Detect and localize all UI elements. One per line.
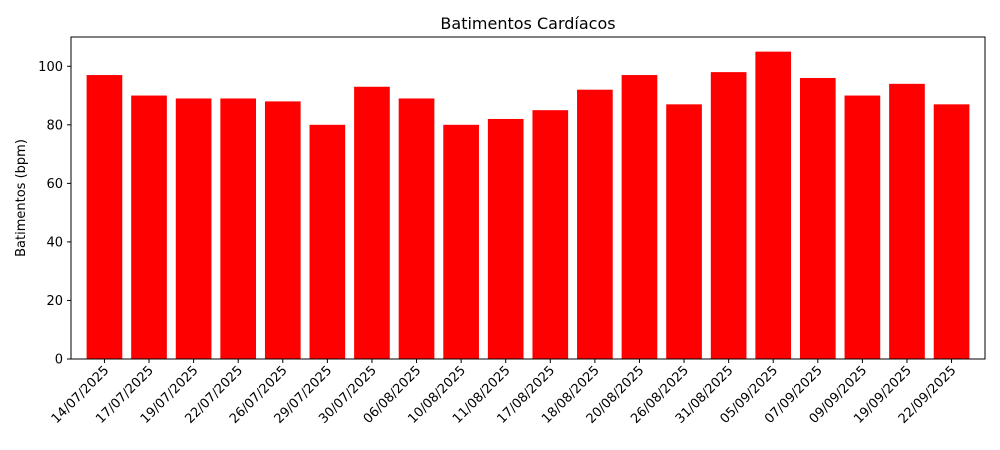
bar-30-07-2025 bbox=[354, 86, 390, 359]
bar-06-08-2025 bbox=[398, 98, 435, 360]
bar-17-08-2025 bbox=[532, 110, 569, 359]
bar-22-09-2025 bbox=[933, 104, 970, 359]
bar-10-08-2025 bbox=[443, 124, 479, 360]
y-tick-label: 40 bbox=[46, 235, 63, 250]
bar-05-09-2025 bbox=[755, 51, 792, 360]
bar-26-07-2025 bbox=[264, 101, 301, 360]
bar-14-07-2025 bbox=[86, 75, 123, 360]
bar-26-08-2025 bbox=[666, 104, 702, 359]
y-tick-label: 60 bbox=[46, 177, 63, 192]
y-tick-label: 20 bbox=[46, 294, 63, 309]
bar-19-07-2025 bbox=[175, 98, 212, 360]
x-axis: 14/07/202517/07/202519/07/202522/07/2025… bbox=[49, 359, 959, 427]
bar-07-09-2025 bbox=[799, 77, 836, 360]
bar-29-07-2025 bbox=[309, 124, 346, 360]
bar-31-08-2025 bbox=[710, 72, 747, 360]
bar-09-09-2025 bbox=[844, 95, 881, 359]
bar-18-08-2025 bbox=[577, 89, 613, 359]
bar-17-07-2025 bbox=[131, 95, 167, 359]
y-tick-label: 100 bbox=[38, 60, 63, 75]
bar-11-08-2025 bbox=[487, 118, 524, 359]
y-axis: 0 20 40 60 80 100 bbox=[38, 60, 71, 368]
chart-title: Batimentos Cardíacos bbox=[440, 14, 615, 33]
bar-20-08-2025 bbox=[621, 75, 658, 360]
y-axis-label: Batimentos (bpm) bbox=[14, 139, 29, 257]
bar-19-09-2025 bbox=[889, 83, 925, 359]
y-tick-label: 80 bbox=[46, 118, 63, 133]
bar-22-07-2025 bbox=[220, 98, 257, 360]
bars-group bbox=[86, 51, 970, 360]
plot-frame bbox=[70, 36, 986, 360]
y-tick-label: 0 bbox=[55, 353, 63, 368]
